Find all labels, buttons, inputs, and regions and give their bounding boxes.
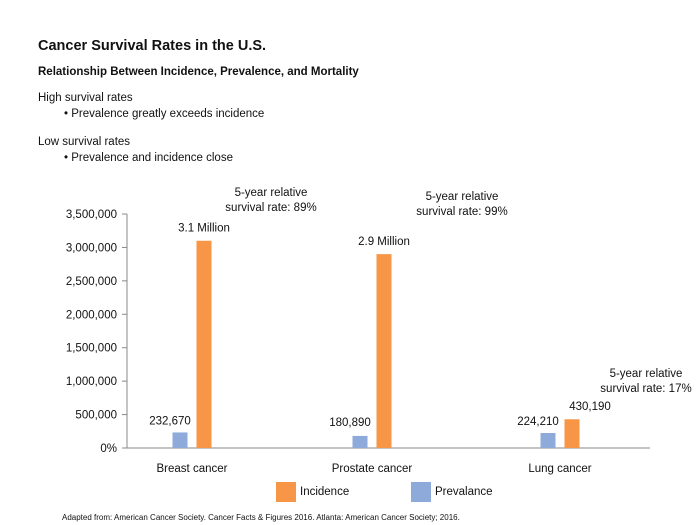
- note-bullet: Prevalence and incidence close: [64, 152, 233, 164]
- survival-rate-annotation: survival rate: 89%: [225, 202, 316, 214]
- x-category-label: Lung cancer: [528, 463, 591, 475]
- note-high-survival: High survival rates Prevalence greatly e…: [38, 92, 264, 120]
- y-tick-label: 0%: [100, 443, 117, 455]
- bar-chart: 0% 500,000 1,000,000 1,500,000 2,000,000 2,50…: [66, 187, 692, 475]
- chart-subtitle: Relationship Between Incidence, Prevalen…: [38, 66, 359, 78]
- survival-rate-annotation: survival rate: 99%: [416, 206, 507, 218]
- legend-swatch-incidence: [276, 482, 296, 502]
- survival-rate-annotation: 5-year relative: [426, 191, 499, 203]
- survival-rate-annotation: 5-year relative: [610, 368, 683, 380]
- data-label-prevalence: 180,890: [329, 417, 371, 429]
- source-footnote: Adapted from: American Cancer Society. C…: [62, 513, 460, 522]
- y-tick-label: 2,000,000: [66, 309, 117, 321]
- survival-rate-annotation: 5-year relative: [235, 187, 308, 199]
- x-category-label: Breast cancer: [157, 463, 228, 475]
- bar-incidence: [564, 419, 580, 448]
- note-heading: High survival rates: [38, 92, 133, 104]
- data-label-prevalence: 224,210: [517, 416, 559, 428]
- bar-incidence: [196, 240, 212, 448]
- y-tick-label: 3,500,000: [66, 209, 117, 221]
- bar-prevalence: [540, 433, 556, 448]
- bar-incidence: [376, 254, 392, 448]
- chart-title: Cancer Survival Rates in the U.S.: [38, 38, 267, 54]
- data-label-incidence: 2.9 Million: [358, 236, 410, 248]
- bar-prevalence: [172, 432, 188, 448]
- legend-item-incidence: Incidence: [276, 482, 349, 502]
- data-label-incidence: 3.1 Million: [178, 223, 230, 235]
- x-category-label: Prostate cancer: [332, 463, 413, 475]
- data-label-prevalence: 232,670: [149, 415, 191, 427]
- note-low-survival: Low survival rates Prevalence and incide…: [38, 136, 233, 164]
- note-heading: Low survival rates: [38, 136, 131, 148]
- legend-swatch-prevalence: [411, 482, 431, 502]
- y-tick-label: 500,000: [75, 410, 117, 422]
- note-bullet: Prevalence greatly exceeds incidence: [64, 108, 264, 120]
- bar-prevalence: [352, 435, 368, 448]
- y-tick-label: 3,000,000: [66, 242, 117, 254]
- survival-rate-annotation: survival rate: 17%: [600, 383, 691, 395]
- data-label-incidence: 430,190: [569, 401, 611, 413]
- legend-label-incidence: Incidence: [300, 486, 350, 498]
- legend-item-prevalence: Prevalance: [411, 482, 493, 502]
- y-tick-label: 1,000,000: [66, 376, 117, 388]
- y-tick-label: 2,500,000: [66, 276, 117, 288]
- legend-label-prevalence: Prevalance: [435, 486, 493, 498]
- y-tick-label: 1,500,000: [66, 343, 117, 355]
